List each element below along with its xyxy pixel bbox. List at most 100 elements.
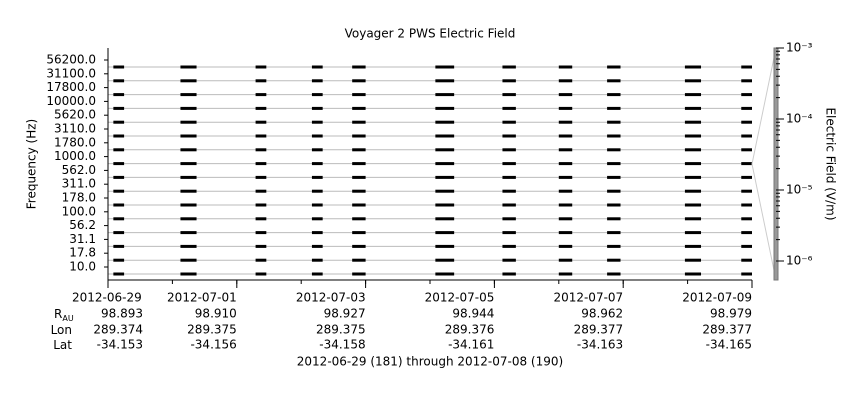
data-strip xyxy=(180,148,197,152)
data-strip xyxy=(311,120,323,124)
data-strip xyxy=(311,175,323,179)
data-strip xyxy=(113,217,125,221)
data-strip xyxy=(311,106,323,110)
data-strip xyxy=(607,231,621,235)
data-strip xyxy=(607,189,621,193)
data-strip xyxy=(311,217,323,221)
y-tick-label: 311.0 xyxy=(62,177,96,191)
data-strip xyxy=(255,162,267,166)
data-strip xyxy=(311,244,323,248)
data-strip xyxy=(352,258,366,262)
data-strip xyxy=(741,175,752,179)
y-tick-label: 56200.0 xyxy=(46,53,96,67)
data-strip xyxy=(352,162,366,166)
data-strip xyxy=(558,203,573,207)
data-strip xyxy=(113,244,125,248)
data-strip xyxy=(311,272,323,276)
data-strip xyxy=(352,79,366,83)
data-strip xyxy=(255,175,267,179)
data-strip xyxy=(180,93,197,97)
data-strip xyxy=(558,120,573,124)
data-strip xyxy=(558,244,573,248)
data-strip xyxy=(607,244,621,248)
data-strip xyxy=(502,106,516,110)
colorbar-tick-label: 10⁻³ xyxy=(786,41,813,55)
data-strip xyxy=(684,148,702,152)
data-strip xyxy=(435,175,455,179)
footer: 2012-06-29 (181) through 2012-07-08 (190… xyxy=(297,355,563,369)
data-strip xyxy=(311,162,323,166)
data-strip xyxy=(607,272,621,276)
data-strip xyxy=(255,134,267,138)
data-strip xyxy=(741,134,752,138)
data-strip xyxy=(435,65,455,69)
data-strip xyxy=(607,134,621,138)
data-strip xyxy=(435,134,455,138)
data-strip xyxy=(311,189,323,193)
data-strip xyxy=(607,106,621,110)
ephemeris-value: 289.376 xyxy=(445,323,495,337)
data-strip xyxy=(113,272,125,276)
ephemeris-label: Lon xyxy=(51,323,72,337)
ephemeris-value: -34.165 xyxy=(706,338,752,352)
colorbar-tick-label: 10⁻⁵ xyxy=(786,182,813,196)
data-strip xyxy=(180,175,197,179)
ephemeris-value: 289.377 xyxy=(702,323,752,337)
data-strip xyxy=(558,272,573,276)
data-strip xyxy=(684,175,702,179)
ephemeris-label: RAU xyxy=(54,307,74,323)
data-strip xyxy=(113,120,125,124)
data-strip xyxy=(502,203,516,207)
ephemeris-value: 289.377 xyxy=(574,323,624,337)
data-strip xyxy=(558,217,573,221)
data-strip xyxy=(435,258,455,262)
data-strip xyxy=(607,162,621,166)
data-strip xyxy=(180,79,197,83)
data-strip xyxy=(352,148,366,152)
data-strip xyxy=(502,93,516,97)
data-strip xyxy=(113,79,125,83)
data-strip xyxy=(684,231,702,235)
x-tick-label: 2012-06-29 xyxy=(72,291,142,305)
data-strip xyxy=(311,93,323,97)
ephemeris-value: 98.979 xyxy=(710,307,752,321)
data-strip xyxy=(607,65,621,69)
data-strip xyxy=(684,79,702,83)
data-strip xyxy=(741,217,752,221)
data-strip xyxy=(558,162,573,166)
data-strip xyxy=(741,79,752,83)
data-strip xyxy=(255,106,267,110)
data-strip xyxy=(180,134,197,138)
colorbar-label: Electric Field (V/m) xyxy=(824,107,838,220)
x-tick-label: 2012-07-07 xyxy=(553,291,623,305)
data-strip xyxy=(684,203,702,207)
data-strip xyxy=(607,217,621,221)
data-strip xyxy=(311,65,323,69)
data-strip xyxy=(113,93,125,97)
ephemeris-name: Lat xyxy=(53,338,72,352)
data-strip xyxy=(558,175,573,179)
y-tick-label: 17.8 xyxy=(69,246,96,260)
data-strip xyxy=(684,244,702,248)
data-strip xyxy=(255,65,267,69)
y-tick-label: 178.0 xyxy=(62,191,96,205)
y-tick-label: 56.2 xyxy=(69,218,96,232)
y-tick-label: 100.0 xyxy=(62,204,96,218)
data-strip xyxy=(684,106,702,110)
ephemeris-value: -34.161 xyxy=(448,338,494,352)
data-strip xyxy=(435,244,455,248)
data-strip xyxy=(558,231,573,235)
data-strip xyxy=(113,203,125,207)
data-strip xyxy=(741,120,752,124)
data-strip xyxy=(684,162,702,166)
data-strip xyxy=(435,120,455,124)
data-strip xyxy=(180,65,197,69)
data-strip xyxy=(741,203,752,207)
data-strip xyxy=(741,162,752,166)
data-strip xyxy=(311,258,323,262)
data-strip xyxy=(352,134,366,138)
y-tick-label: 5620.0 xyxy=(54,108,96,122)
ephemeris-value: 98.944 xyxy=(452,307,494,321)
data-strip xyxy=(255,244,267,248)
